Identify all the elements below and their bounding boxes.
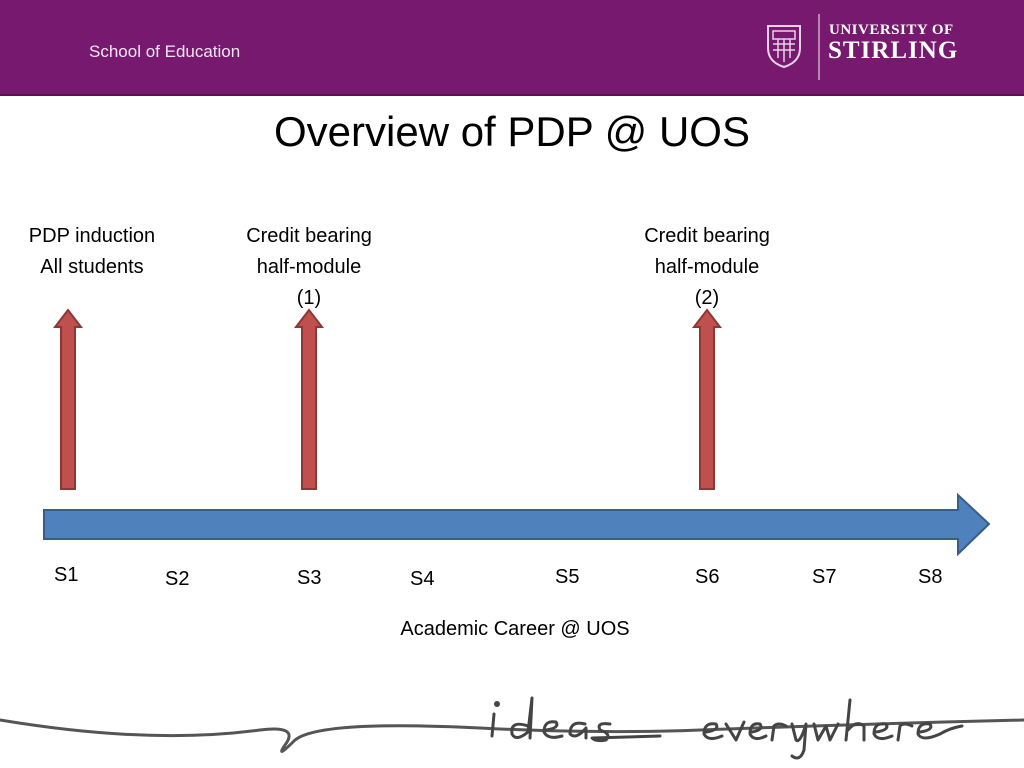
slide-title: Overview of PDP @ UOS [274,108,750,155]
milestone-label: Credit bearing half-module (2) [644,225,770,309]
logo-divider [818,14,820,80]
milestone-label: Credit bearing half-module (1) [246,225,372,309]
tagline-logo [0,696,1024,760]
university-name-line2: STIRLING [828,37,959,64]
university-crest-icon [767,25,801,68]
semester-label: S8 [918,566,943,588]
milestone-label: PDP induction All students [28,225,156,278]
semester-label: S6 [695,566,720,588]
header-bar: School of Education UNIVERSITY OF STIRLI… [0,0,1024,96]
timeline-label: Academic Career @ UOS [400,618,630,640]
semester-label: S5 [555,566,580,588]
milestone-arrow-2 [293,308,325,490]
university-name-line1: UNIVERSITY OF [829,22,954,38]
timeline-arrow [43,492,991,557]
semester-label: S1 [54,564,79,586]
semester-label: S3 [297,567,322,589]
semester-label: S7 [812,566,837,588]
semester-label: S2 [165,568,190,590]
school-name: School of Education [89,42,241,61]
milestone-arrow-1 [52,308,84,490]
milestone-arrow-3 [691,308,723,490]
semester-label: S4 [410,568,435,590]
